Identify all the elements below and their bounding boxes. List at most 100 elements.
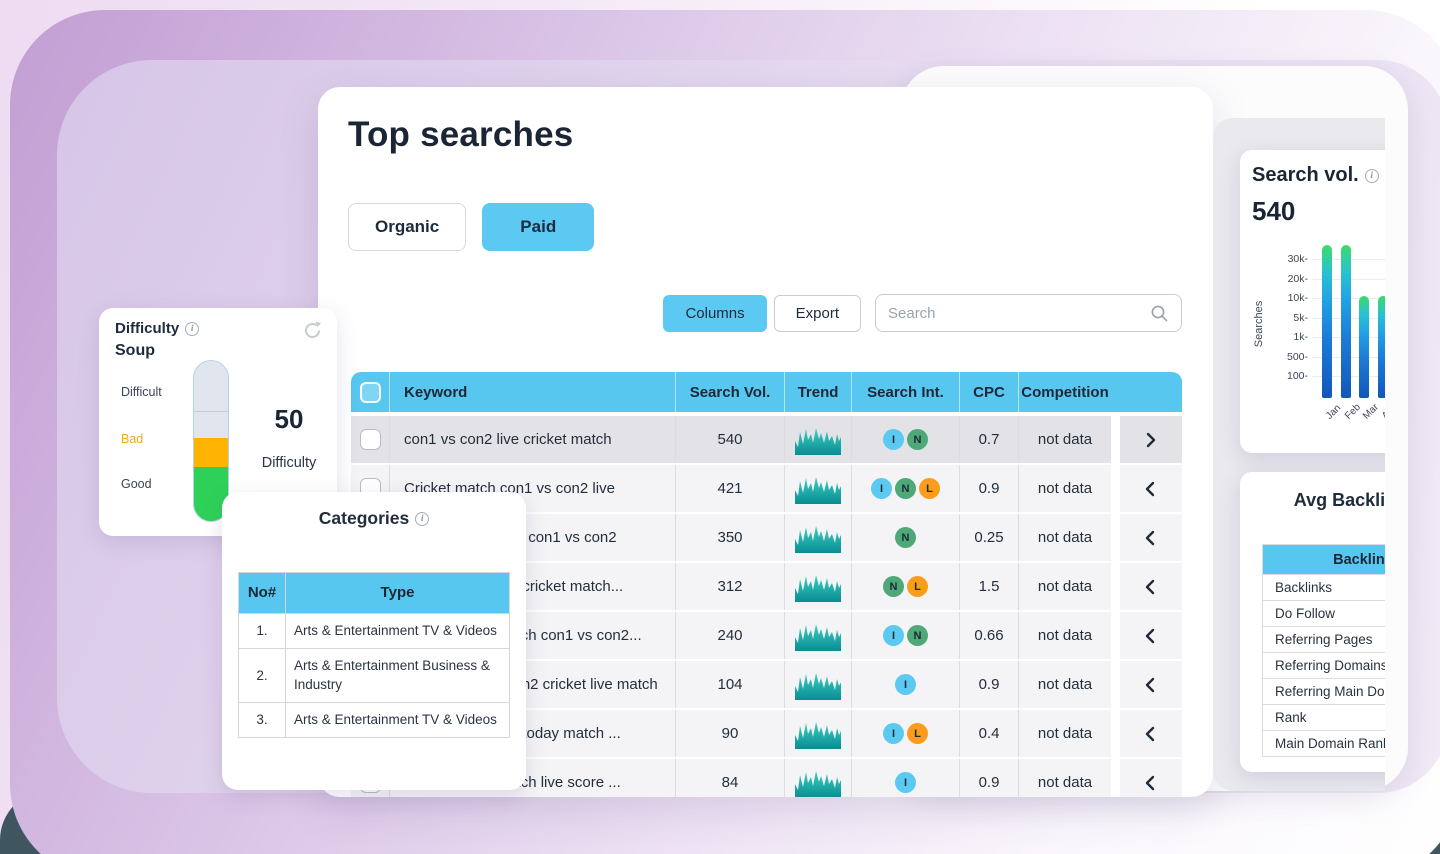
difficulty-card: Difficulty Soup Difficult Bad Good 50 Di… <box>99 308 337 536</box>
tab-organic[interactable]: Organic <box>348 203 467 251</box>
column-header-competition[interactable]: Competition <box>1018 372 1111 412</box>
row-gap <box>1111 563 1120 610</box>
chart-bar-jan <box>1322 245 1332 398</box>
trend-cell <box>784 612 851 659</box>
row-expand-cell <box>1120 465 1182 512</box>
categories-row: 2. Arts & Entertainment Business & Indust… <box>239 648 509 702</box>
search-volume-cell: 104 <box>675 661 784 708</box>
chart-bar-apr <box>1377 296 1385 398</box>
competition-cell: not data <box>1018 710 1111 757</box>
difficulty-subtitle: Soup <box>115 342 155 359</box>
table-row[interactable]: con1 vs con2 live cricket match 540 I N 0.7 n… <box>351 416 1182 463</box>
header-gap <box>1111 372 1120 412</box>
backlinks-table-header: Backlinks <box>1263 545 1385 574</box>
cpc-cell: 0.25 <box>959 514 1018 561</box>
column-header-cpc[interactable]: CPC <box>959 372 1018 412</box>
gauge-label-difficult: Difficult <box>121 385 162 399</box>
trend-sparkline-icon <box>795 525 841 553</box>
row-checkbox-cell <box>351 416 389 463</box>
table-row[interactable]: Watch con1 vs con2 cricket live match 104… <box>351 661 1182 708</box>
intent-badge-i: I <box>871 478 892 499</box>
column-header-keyword[interactable]: Keyword <box>389 372 675 412</box>
backlinks-row: Referring Pages <box>1263 626 1385 652</box>
categories-table-header: No# Type <box>239 573 509 614</box>
intent-badge-l: L <box>907 723 928 744</box>
chevron-left-icon[interactable] <box>1141 724 1161 744</box>
difficulty-value-label: Difficulty <box>261 455 317 471</box>
intent-badge-i: I <box>895 772 916 793</box>
column-header-trend[interactable]: Trend <box>784 372 851 412</box>
chevron-left-icon[interactable] <box>1141 773 1161 793</box>
row-expand-cell <box>1120 612 1182 659</box>
row-gap <box>1111 416 1120 463</box>
gauge-orange-band <box>194 437 228 467</box>
y-axis-tick: 20k- <box>1287 272 1308 285</box>
export-button[interactable]: Export <box>773 294 861 332</box>
chevron-left-icon[interactable] <box>1141 479 1161 499</box>
chevron-left-icon[interactable] <box>1141 577 1161 597</box>
row-expand-cell <box>1120 563 1182 610</box>
search-volume-cell: 421 <box>675 465 784 512</box>
difficulty-value: 50 <box>274 404 304 434</box>
y-axis-tick: 1k- <box>1293 331 1308 343</box>
search-icon <box>1150 304 1169 323</box>
table-header-row: Keyword Search Vol. Trend Search Int. CPC Com… <box>351 372 1182 412</box>
chevron-left-icon[interactable] <box>1141 626 1161 646</box>
row-checkbox[interactable] <box>359 429 381 450</box>
column-header-search-int-[interactable]: Search Int. <box>851 372 959 412</box>
backlinks-row: Do Follow <box>1263 600 1385 626</box>
table-row[interactable]: Cricket live score cricket match...312NL… <box>351 563 1182 610</box>
categories-row: 3. Arts & Entertainment TV & Videos <box>239 701 509 738</box>
competition-cell: not data <box>1018 416 1111 463</box>
chevron-left-icon[interactable] <box>1141 528 1161 548</box>
trend-sparkline-icon <box>795 672 841 700</box>
categories-title: Categories <box>222 508 526 529</box>
chevron-left-icon[interactable] <box>1141 675 1161 695</box>
row-expand-cell <box>1120 710 1182 757</box>
columns-button[interactable]: Columns <box>663 294 767 332</box>
intent-badge-n: N <box>895 527 916 548</box>
tab-paid[interactable]: Paid <box>482 203 595 251</box>
intent-badge-n: N <box>907 625 928 646</box>
column-header-search-vol-[interactable]: Search Vol. <box>675 372 784 412</box>
row-gap <box>1111 514 1120 561</box>
competition-cell: not data <box>1018 563 1111 610</box>
competition-cell: not data <box>1018 465 1111 512</box>
y-axis-tick: 30k- <box>1287 253 1308 265</box>
info-icon <box>185 322 200 337</box>
row-gap <box>1111 710 1120 757</box>
search-box[interactable] <box>875 294 1182 332</box>
row-gap <box>1111 465 1120 512</box>
cpc-cell: 0.9 <box>959 661 1018 708</box>
header-checkbox-cell <box>351 372 389 412</box>
chevron-right-icon[interactable] <box>1141 430 1161 450</box>
trend-cell <box>784 661 851 708</box>
y-axis-tick: 500- <box>1286 350 1308 363</box>
refresh-icon[interactable] <box>302 320 323 344</box>
trend-cell <box>784 759 851 797</box>
search-input[interactable] <box>888 304 1150 322</box>
competition-cell: not data <box>1018 759 1111 797</box>
row-gap <box>1111 612 1120 659</box>
competition-cell: not data <box>1018 612 1111 659</box>
cpc-cell: 0.9 <box>959 465 1018 512</box>
select-all-checkbox[interactable] <box>359 381 381 403</box>
intent-badge-l: L <box>919 478 940 499</box>
difficulty-gauge <box>193 360 229 522</box>
intent-badge-i: I <box>895 674 916 695</box>
search-volume-card: Search vol. 540 Searches 30k-20k-10k-5k-… <box>1240 150 1385 453</box>
trend-sparkline-icon <box>795 770 841 797</box>
gauge-label-bad: Bad <box>121 432 144 446</box>
backlinks-row: Referring Domains <box>1263 652 1385 678</box>
search-volume-cell: 312 <box>675 563 784 610</box>
category-number: 1. <box>239 613 285 648</box>
organic-paid-tabs: Organic Paid <box>348 203 595 251</box>
x-axis-tick: Apr <box>1379 402 1386 422</box>
search-intent-cell: I <box>851 759 959 797</box>
